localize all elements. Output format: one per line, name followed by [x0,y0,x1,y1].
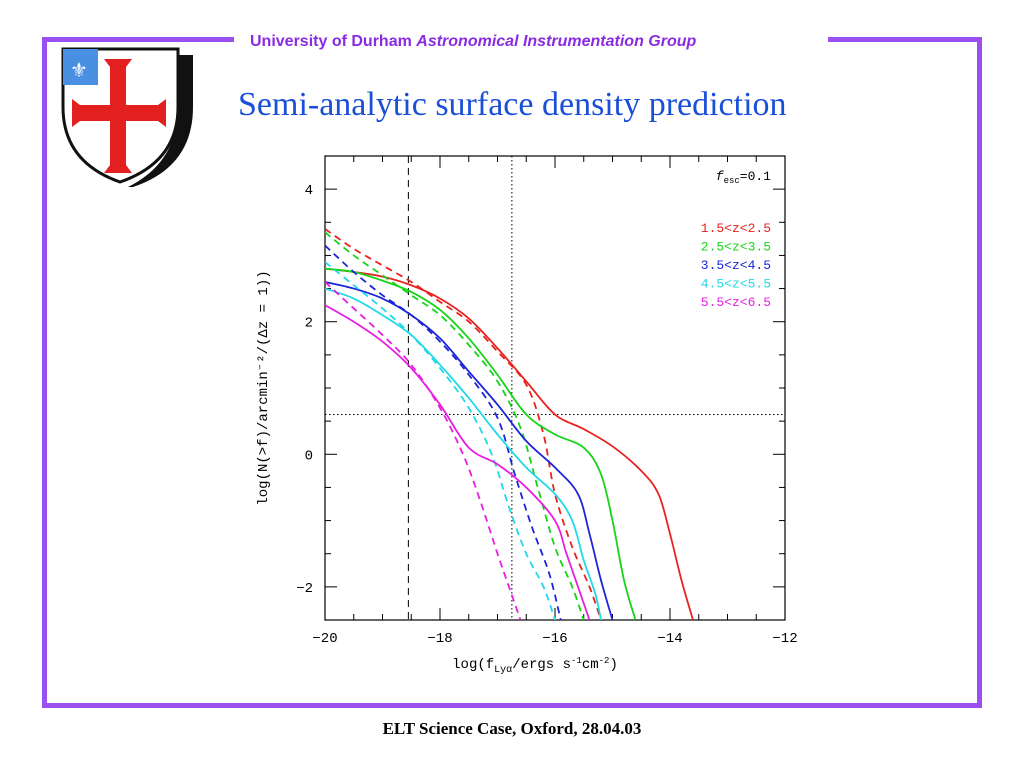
fesc-annotation: fesc=0.1 [716,169,771,186]
y-tick-label: 0 [305,448,313,464]
x-axis-title: log(fLyα/ergs s-1cm-2) [452,656,618,676]
series-dashed-line-2 [325,231,585,620]
legend-entry-5: 5.5<z<6.5 [701,295,771,310]
series-solid-line-5 [325,304,591,620]
y-tick-label: 2 [305,316,313,332]
frame-bottom [42,703,982,708]
header-text: University of Durham Astronomical Instru… [250,33,696,51]
frame-top-right [828,37,982,42]
x-tick-label: −14 [657,631,682,647]
header-group: Astronomical Instrumentation Group [416,33,697,50]
x-tick-label: −20 [312,631,337,647]
y-axis-title: log(N(>f)/arcmin⁻²/(Δz = 1)) [256,270,272,505]
durham-crest-logo: ⚜ [61,47,193,187]
series-dashed-line-3 [325,244,562,620]
series-dashed-line-1 [325,228,602,620]
series-solid-line-4 [325,287,602,620]
frame-left [42,37,47,708]
header-org: University of Durham [250,33,412,50]
slide-title: Semi-analytic surface density prediction [238,86,787,123]
series-solid-line-1 [325,267,694,620]
surface-density-chart: −20 −18 −16 −14 −12−20241.5<z<2.52.5<z<3.53.… [256,155,798,676]
x-tick-label: −16 [542,631,567,647]
x-tick-label: −18 [427,631,452,647]
frame-top-left [42,37,234,42]
series-solid-line-2 [325,267,637,620]
footer-text: ELT Science Case, Oxford, 28.04.03 [382,719,642,738]
frame-right [977,37,982,708]
svg-text:⚜: ⚜ [70,58,88,82]
legend-entry-2: 2.5<z<3.5 [701,240,771,255]
series-dashed-line-5 [325,281,522,620]
y-tick-label: 4 [305,183,313,199]
legend-entry-1: 1.5<z<2.5 [701,221,771,236]
legend-entry-3: 3.5<z<4.5 [701,258,771,273]
legend-entry-4: 4.5<z<5.5 [701,277,771,292]
series-solid-line-3 [325,281,614,620]
x-tick-label: −12 [772,631,797,647]
series-dashed-line-4 [325,261,556,620]
y-tick-label: −2 [296,581,313,597]
